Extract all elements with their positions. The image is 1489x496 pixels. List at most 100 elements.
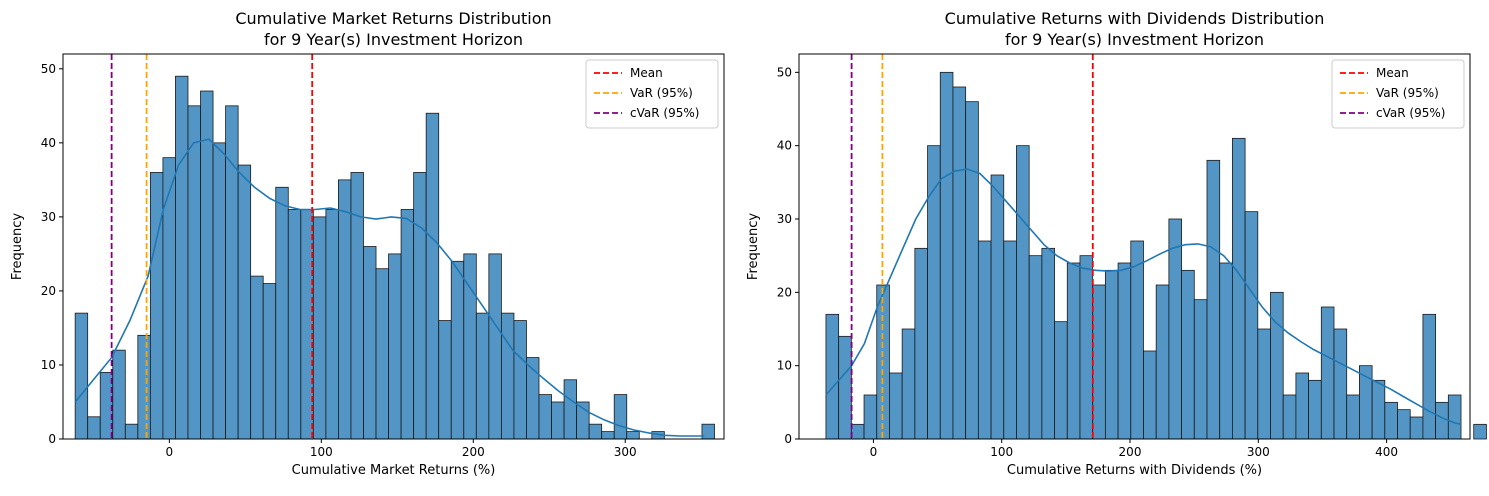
histogram-bar <box>350 172 364 440</box>
x-tick-label: 0 <box>870 445 878 459</box>
y-tick-label: 30 <box>41 210 56 224</box>
histogram-bar <box>588 423 603 440</box>
histogram-bar <box>74 312 89 440</box>
histogram-bar <box>952 86 967 440</box>
histogram-bar <box>914 247 928 440</box>
histogram-bar <box>438 320 452 440</box>
histogram-bar <box>1371 379 1386 440</box>
histogram-bar <box>513 320 527 440</box>
histogram-bar <box>112 349 126 440</box>
market-returns-histogram-panel: Cumulative Market Returns Distribution fo… <box>0 0 744 492</box>
histogram-bar <box>363 246 377 440</box>
histogram-bar <box>413 172 427 440</box>
x-axis-label: Cumulative Market Returns (%) <box>292 463 496 478</box>
x-tick-label: 200 <box>462 445 485 459</box>
x-tick-label: 300 <box>614 445 637 459</box>
histogram-bar <box>1320 306 1335 440</box>
y-axis-label: Frequency <box>746 213 761 280</box>
x-tick-label: 100 <box>990 445 1013 459</box>
legend: Mean VaR (95%) cVaR (95%) <box>1331 59 1465 129</box>
histogram-bar <box>863 394 878 440</box>
histogram-bar <box>375 268 389 440</box>
histogram-bar <box>1295 372 1310 440</box>
dividend-returns-histogram-panel: Cumulative Returns with Dividends Distri… <box>745 0 1489 492</box>
x-tick-label: 400 <box>1375 445 1398 459</box>
legend-label: Mean <box>630 66 663 80</box>
histogram-bar <box>262 283 277 440</box>
histogram-bar <box>1104 269 1119 440</box>
histogram-bar <box>1282 394 1297 440</box>
histogram-bar <box>425 112 440 440</box>
y-tick-label: 40 <box>777 139 792 153</box>
histogram-bar <box>200 90 214 440</box>
histogram-bar <box>1270 291 1284 440</box>
histogram-bar <box>901 328 916 440</box>
chart-title-line-2: for 9 Year(s) Investment Horizon <box>264 30 523 49</box>
chart-title-line-1: Cumulative Market Returns Distribution <box>235 9 551 28</box>
x-tick-label: 0 <box>166 445 174 459</box>
histogram-bar <box>124 423 139 440</box>
histogram-bar <box>1219 262 1233 440</box>
histogram-bar <box>1054 321 1068 440</box>
histogram-bar <box>1447 394 1462 440</box>
histogram-bar <box>388 253 402 440</box>
histogram-bar <box>212 142 226 440</box>
y-tick-label: 0 <box>784 432 792 446</box>
y-tick-label: 10 <box>41 358 56 372</box>
histogram-bar <box>500 312 515 440</box>
y-tick-label: 10 <box>777 359 792 373</box>
histogram-bar <box>1168 218 1182 440</box>
plot-frame <box>798 53 1471 440</box>
y-axis-label: Frequency <box>10 213 25 280</box>
histogram-bar <box>338 179 352 440</box>
histogram-bar <box>1193 299 1208 440</box>
histogram-bar <box>1231 137 1246 440</box>
legend-label: VaR (95%) <box>1376 86 1439 100</box>
y-tick-label: 20 <box>777 285 792 299</box>
histogram-bar <box>1384 401 1398 440</box>
y-tick-label: 40 <box>41 136 56 150</box>
histogram-bar <box>1003 240 1017 440</box>
histogram-bar <box>889 372 903 440</box>
histogram-bar <box>601 431 615 440</box>
histogram-bar <box>551 401 565 440</box>
histogram-bar <box>1473 423 1487 440</box>
x-tick-label: 200 <box>1119 445 1142 459</box>
legend: Mean VaR (95%) cVaR (95%) <box>585 59 719 129</box>
legend-label: cVaR (95%) <box>1376 106 1445 120</box>
histogram-bar <box>162 157 176 440</box>
histogram-bar <box>1117 262 1132 440</box>
legend-label: cVaR (95%) <box>630 106 699 120</box>
y-tick-label: 0 <box>48 432 56 446</box>
histogram-bar <box>1092 284 1106 440</box>
kde-curve <box>825 168 1462 426</box>
chart-title-line-2: for 9 Year(s) Investment Horizon <box>1005 30 1264 49</box>
histogram-bar <box>1333 328 1348 440</box>
histogram-bar <box>250 275 264 440</box>
histogram-bar <box>1206 159 1221 440</box>
histogram-bar <box>1079 255 1094 440</box>
histogram-bar <box>1028 255 1043 440</box>
x-tick-label: 300 <box>1247 445 1270 459</box>
x-tick-label: 100 <box>310 445 333 459</box>
histogram-bar <box>149 172 164 440</box>
histogram-bar <box>613 394 628 440</box>
histogram-bar <box>87 416 101 440</box>
y-tick-label: 50 <box>777 65 792 79</box>
dividend-returns-histogram: Cumulative Returns with Dividends Distri… <box>746 9 1487 478</box>
histogram-bar <box>287 209 302 440</box>
legend-label: VaR (95%) <box>630 86 693 100</box>
histogram-bar <box>1422 313 1437 440</box>
histogram-bar <box>990 174 1005 440</box>
histogram-bar <box>977 240 992 440</box>
histogram-bars <box>825 71 1487 440</box>
histogram-bar <box>1257 328 1271 440</box>
histogram-bar <box>1016 145 1030 440</box>
histogram-bar <box>475 312 490 440</box>
histogram-bar <box>825 313 840 440</box>
histogram-bar <box>850 423 865 440</box>
legend-box <box>1331 59 1465 129</box>
histogram-bar <box>1143 350 1157 440</box>
histogram-bar <box>325 209 339 440</box>
histogram-bar <box>1130 240 1144 440</box>
